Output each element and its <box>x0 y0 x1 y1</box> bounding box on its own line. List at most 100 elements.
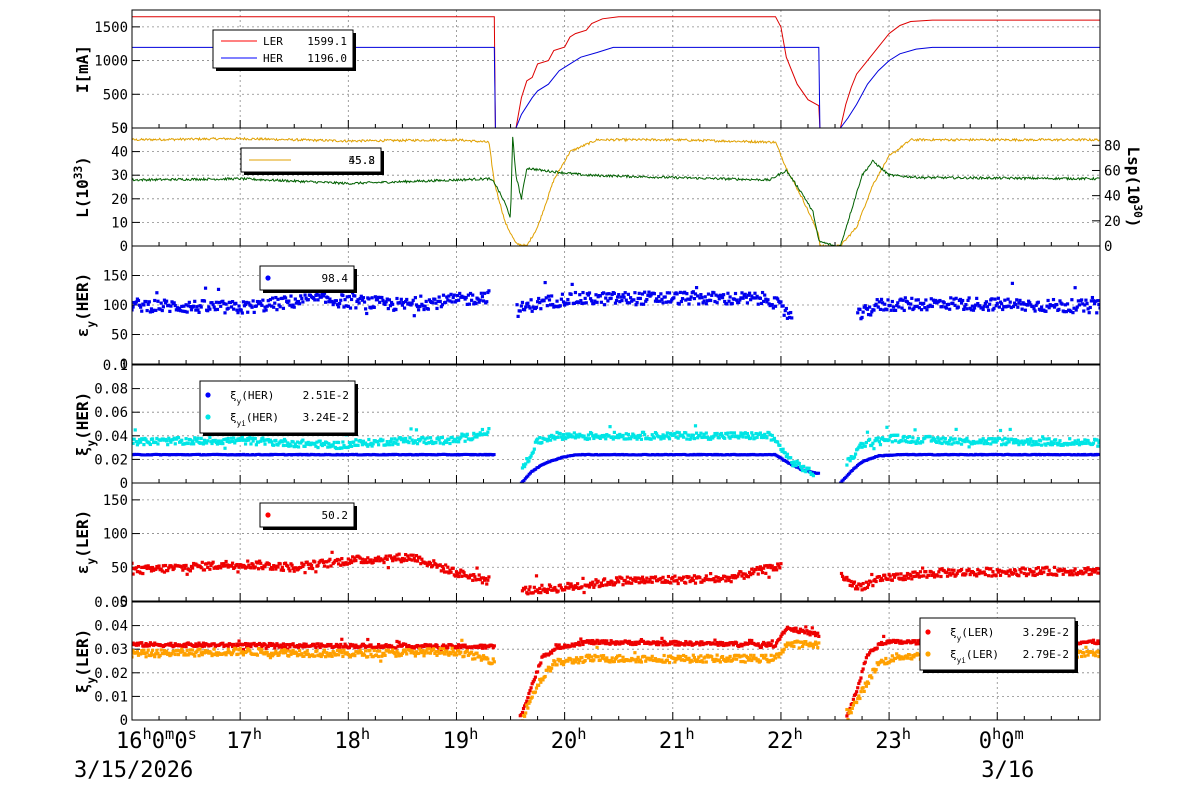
data-point <box>193 654 197 658</box>
data-point <box>745 301 750 305</box>
data-point <box>726 431 730 435</box>
data-point <box>899 639 903 643</box>
data-point <box>1008 300 1012 304</box>
data-point <box>704 660 708 664</box>
data-point <box>232 436 236 440</box>
data-point <box>1047 437 1051 441</box>
data-point <box>625 575 629 579</box>
data-point <box>408 436 412 440</box>
data-point <box>318 439 322 443</box>
data-point <box>464 434 468 438</box>
data-point <box>366 655 370 659</box>
data-point <box>224 302 228 306</box>
data-point <box>684 654 688 659</box>
data-point <box>1005 441 1009 445</box>
data-point <box>634 642 638 647</box>
data-point <box>423 651 427 655</box>
data-point <box>580 640 584 644</box>
data-point <box>916 298 920 302</box>
data-point <box>159 648 163 652</box>
data-point <box>885 425 889 429</box>
data-point <box>971 439 976 444</box>
data-point <box>559 586 563 590</box>
data-point <box>671 575 675 580</box>
data-point <box>221 641 225 645</box>
data-point <box>660 636 664 640</box>
data-point <box>473 575 477 579</box>
data-point <box>383 556 387 560</box>
data-point <box>728 436 732 440</box>
data-point <box>256 567 261 571</box>
data-point <box>975 296 979 300</box>
data-point <box>401 559 406 563</box>
data-point <box>276 643 280 647</box>
data-point <box>246 642 250 646</box>
data-point <box>242 564 247 568</box>
legend-value: 45.8 <box>349 154 376 167</box>
data-point <box>542 587 546 591</box>
data-point <box>626 432 631 437</box>
data-point <box>1033 442 1037 447</box>
data-point <box>903 296 907 300</box>
data-point <box>195 439 199 443</box>
data-point <box>760 642 765 646</box>
legend-name: ξy(HER) <box>230 389 274 406</box>
data-point <box>780 449 784 453</box>
data-point <box>492 660 496 664</box>
data-point <box>294 651 298 655</box>
data-point <box>752 296 756 300</box>
data-point <box>738 434 742 438</box>
data-point <box>353 654 357 658</box>
data-point <box>929 570 933 574</box>
data-point <box>367 437 371 442</box>
data-point <box>371 560 375 564</box>
data-point <box>352 644 356 648</box>
data-point <box>569 582 573 586</box>
data-point <box>535 670 540 674</box>
data-point <box>447 294 451 298</box>
data-point <box>477 645 481 650</box>
data-point <box>771 306 775 310</box>
data-point <box>669 640 673 644</box>
data-point <box>995 568 999 572</box>
data-point <box>285 649 289 653</box>
data-point <box>445 440 449 444</box>
data-point <box>860 445 864 449</box>
data-point <box>635 300 639 305</box>
data-point <box>175 649 180 653</box>
legend-swatch <box>265 275 271 281</box>
data-point <box>341 654 345 659</box>
data-point <box>274 438 278 443</box>
y-tick-label: 50 <box>111 328 128 344</box>
data-point <box>812 630 817 635</box>
data-point <box>760 570 765 575</box>
data-point <box>205 562 209 566</box>
data-point <box>1074 308 1078 312</box>
data-point <box>817 634 821 639</box>
data-point <box>1065 302 1070 306</box>
data-point <box>263 565 267 569</box>
data-point <box>434 441 438 445</box>
data-point <box>975 574 979 578</box>
data-point <box>1082 309 1086 313</box>
data-point <box>366 637 370 642</box>
data-point <box>1044 309 1048 313</box>
data-point <box>167 436 171 440</box>
data-point <box>999 443 1004 447</box>
data-point <box>1045 304 1049 308</box>
data-point <box>369 558 373 562</box>
data-point <box>132 437 136 441</box>
data-point <box>267 653 271 657</box>
data-point <box>887 438 891 442</box>
data-point <box>535 300 540 304</box>
data-point <box>881 436 885 440</box>
data-point <box>624 298 628 302</box>
data-point <box>372 305 376 309</box>
data-point <box>219 566 223 570</box>
data-point <box>872 308 876 312</box>
data-point <box>229 305 234 309</box>
data-point <box>1004 442 1008 447</box>
data-point <box>638 639 642 643</box>
data-point <box>370 444 374 448</box>
y-tick-label: 0.05 <box>94 595 128 611</box>
